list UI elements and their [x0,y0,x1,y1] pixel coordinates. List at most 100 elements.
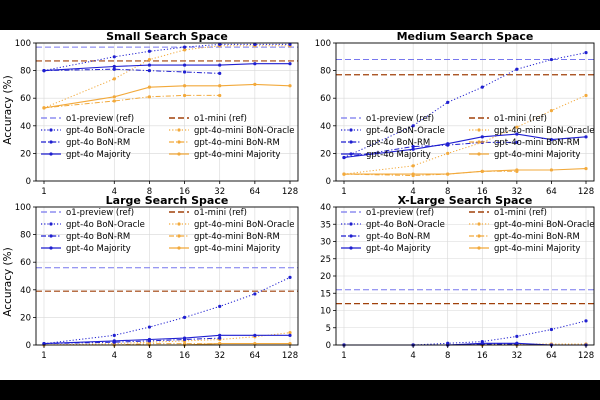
data-point [515,125,519,129]
legend-label: gpt-4o BoN-RM [66,232,130,242]
y-tick-label: 60 [20,258,31,268]
data-point [515,334,519,338]
legend-label: o1-mini (ref) [494,114,547,124]
data-point [218,42,222,46]
data-point [253,62,257,66]
data-point [342,172,346,176]
x-tick-label: 4 [112,187,117,197]
y-tick-label: 20 [320,272,331,282]
y-tick-label: 40 [20,122,31,132]
data-point [182,336,187,340]
data-point [182,63,187,67]
legend-item-o1-preview-ref: o1-preview (ref) [41,114,134,124]
legend-label: gpt-4o Majority [366,150,431,160]
x-axis-label-right: Number of Samples [404,381,526,394]
data-point [515,132,519,136]
data-point [515,168,519,172]
legend-item-gpt-4o-mini-bon-rm: gpt-4o-mini BoN-RM [169,138,280,148]
data-point [549,168,554,172]
legend-marker [177,140,181,144]
legend-item-gpt-4o-mini-bon-rm: gpt-4o-mini BoN-RM [469,232,580,242]
data-point [515,140,519,144]
data-point [288,342,292,346]
legend-label: gpt-4o-mini Majority [194,244,280,254]
data-point [446,142,450,146]
x-tick-label: 4 [410,187,415,197]
data-point [253,333,257,337]
data-point [342,155,346,160]
legend-label: o1-mini (ref) [494,208,547,218]
legend-marker [49,152,53,156]
data-point [218,333,222,337]
legend-marker [477,234,481,238]
x-tick-label: 1 [41,187,46,197]
legend-marker [477,128,481,132]
legend-label: gpt-4o Majority [66,150,131,160]
legend-item-gpt-4o-mini-bon-rm: gpt-4o-mini BoN-RM [469,138,580,148]
legend-label: o1-mini (ref) [194,114,247,124]
legend-item-gpt-4o-majority: gpt-4o Majority [41,150,131,160]
legend-item-gpt-4o-bon-rm: gpt-4o BoN-RM [341,138,430,148]
data-point [112,77,116,81]
x-tick-label: 16 [477,187,488,197]
data-point [549,57,554,62]
x-tick-label: 32 [511,351,522,361]
legend-item-gpt-4o-mini-majority: gpt-4o-mini Majority [469,244,580,254]
y-tick-label: 100 [15,39,31,49]
legend-item-gpt-4o-mini-bon-oracle: gpt-4o-mini BoN-Oracle [469,220,594,230]
y-tick-label: 35 [320,220,331,230]
x-tick-label: 32 [214,187,225,197]
legend-label: o1-preview (ref) [366,208,434,218]
x-tick-label: 32 [511,187,522,197]
data-point [253,292,257,296]
data-point [182,45,187,49]
data-point [112,339,116,343]
legend-item-gpt-4o-mini-majority: gpt-4o-mini Majority [469,150,580,160]
data-point [218,84,222,88]
legend-item-gpt-4o-bon-oracle: gpt-4o BoN-Oracle [41,220,145,230]
data-point [446,172,450,176]
legend-label: gpt-4o-mini BoN-Oracle [494,220,594,230]
y-tick-label: 40 [320,203,331,213]
legend-label: gpt-4o BoN-Oracle [366,220,445,230]
panel-2: Medium Search Space 1 4 8 16 32 64 128 0 20 40 60 80… [315,30,595,197]
data-point [584,319,588,323]
legend-label: gpt-4o-mini BoN-RM [194,138,280,148]
data-point [112,64,116,69]
panel-title: X-Large Search Space [398,194,533,207]
legend: o1-preview (ref) o1-mini (ref) gpt-4o BoN-… [341,114,594,160]
legend-item-gpt-4o-mini-majority: gpt-4o-mini Majority [169,150,280,160]
legend-marker [477,152,481,156]
legend-label: gpt-4o BoN-Oracle [66,126,145,136]
x-tick-label: 1 [41,351,46,361]
y-tick-label: 20 [20,149,31,159]
x-tick-label: 1 [341,351,346,361]
x-tick-label: 128 [282,351,298,361]
y-tick-label: 80 [20,67,31,77]
panel-title: Medium Search Space [397,30,534,43]
legend-label: gpt-4o-mini BoN-RM [194,232,280,242]
legend-item-gpt-4o-majority: gpt-4o Majority [341,244,431,254]
data-point [549,327,554,332]
x-tick-label: 128 [578,351,594,361]
data-point [112,67,116,71]
panel-4: X-Large Search Space 1 4 8 16 32 64 128 0 5 10 15 20… [320,194,594,361]
data-point [218,71,222,75]
x-tick-label: 8 [445,187,450,197]
legend-marker [349,140,353,144]
legend-marker [49,128,53,132]
legend-marker [49,234,53,238]
data-point [147,337,152,342]
legend-item-gpt-4o-bon-oracle: gpt-4o BoN-Oracle [41,126,145,136]
y-tick-label: 40 [20,286,31,296]
legend-label: gpt-4o BoN-RM [366,138,430,148]
series-gpt-4o-majority [42,333,292,346]
legend-marker [477,246,481,250]
legend: o1-preview (ref) o1-mini (ref) gpt-4o BoN-… [41,114,294,160]
data-point [112,99,116,103]
legend: o1-preview (ref) o1-mini (ref) gpt-4o BoN-… [41,208,294,254]
y-tick-label: 60 [320,94,331,104]
x-tick-label: 32 [214,351,225,361]
data-point [112,95,116,99]
data-point [411,164,415,168]
